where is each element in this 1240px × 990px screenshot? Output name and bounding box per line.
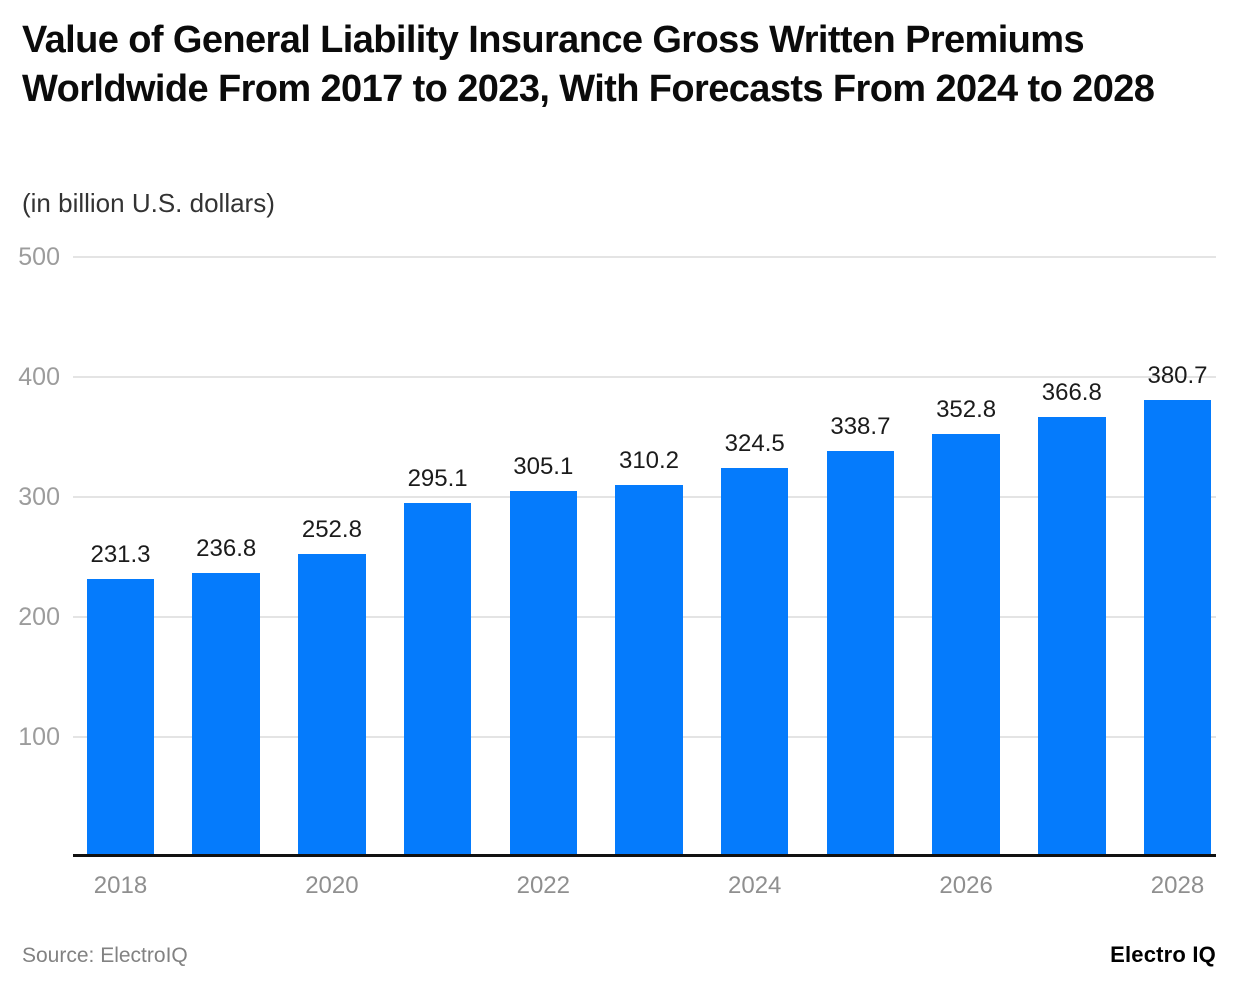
x-tick-label: 2024	[727, 872, 782, 899]
bar	[615, 484, 683, 857]
bar-value-label: 352.8	[936, 395, 997, 423]
y-tick-label: 200	[18, 603, 60, 631]
chart-subtitle: (in billion U.S. dollars)	[22, 188, 275, 218]
source-text: Source: ElectroIQ	[22, 944, 188, 967]
bar	[932, 433, 1000, 857]
x-tick-label: 2026	[939, 872, 993, 899]
bar-value-label: 324.5	[724, 429, 785, 457]
y-tick-label: 500	[18, 243, 60, 271]
x-tick-label: 2028	[1150, 872, 1205, 899]
x-axis-line	[73, 854, 1216, 857]
chart-title: Value of General Liability Insurance Gro…	[22, 19, 1155, 110]
bar	[298, 553, 366, 857]
brand-logo: Electro IQ	[1110, 942, 1216, 967]
bar	[403, 502, 472, 857]
bar-value-label: 305.1	[513, 452, 574, 480]
y-tick-label: 400	[18, 363, 60, 391]
bar-value-label: 380.7	[1147, 362, 1208, 390]
x-tick-label: 2018	[93, 872, 148, 899]
bar-value-label: 231.3	[90, 541, 151, 569]
bar-value-label: 252.8	[301, 515, 362, 543]
bar	[509, 490, 578, 857]
bar-value-label: 338.7	[830, 412, 891, 440]
y-tick-label: 100	[18, 723, 60, 751]
bar	[720, 467, 789, 857]
x-tick-label: 2020	[305, 872, 359, 899]
bar-value-label: 366.8	[1041, 378, 1102, 406]
bar-value-label: 310.2	[618, 446, 680, 474]
bar	[192, 572, 260, 857]
gridline	[73, 256, 1216, 258]
gridline	[73, 376, 1216, 378]
bar	[1143, 400, 1212, 857]
x-tick-label: 2022	[516, 872, 570, 899]
bar-value-label: 295.1	[407, 464, 468, 492]
bar	[1038, 416, 1106, 857]
bar-value-label: 236.8	[196, 534, 257, 562]
bar	[86, 579, 155, 857]
bar	[826, 450, 895, 857]
y-tick-label: 300	[18, 483, 60, 511]
